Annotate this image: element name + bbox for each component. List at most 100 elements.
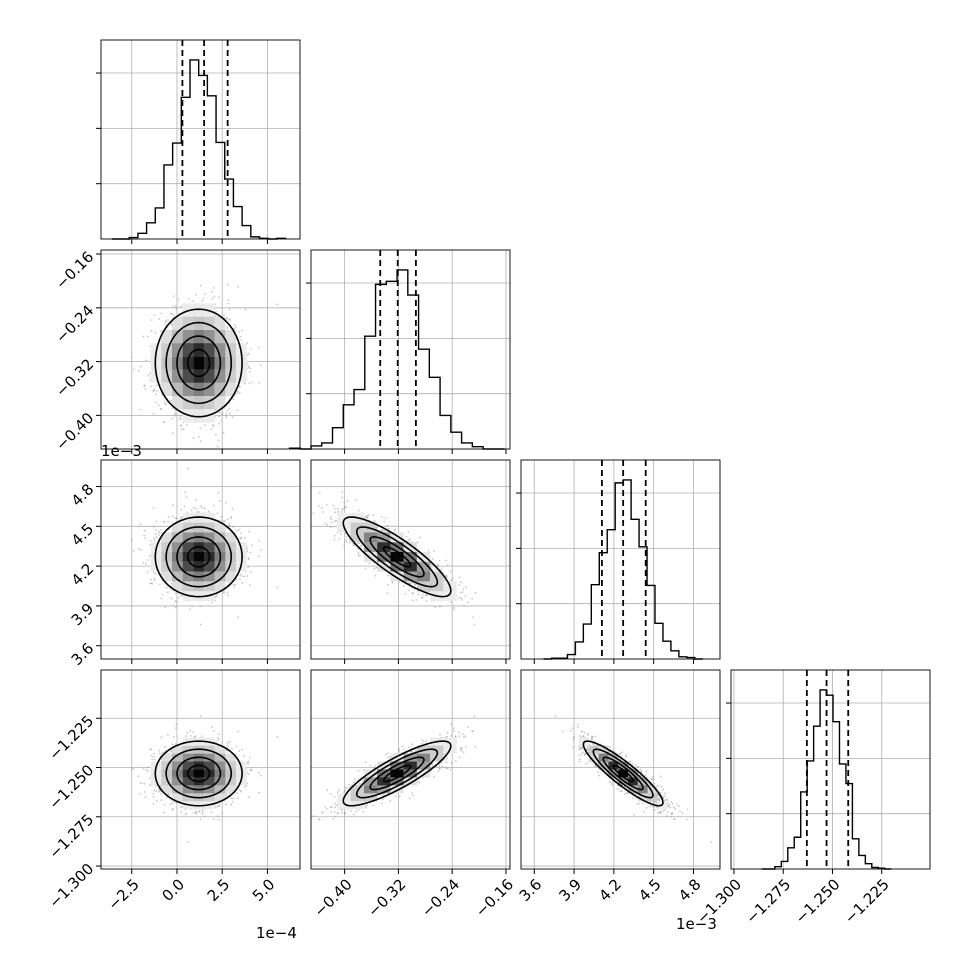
scatter-point-r2-c1-224 <box>417 593 420 596</box>
scatter-point-r2-c0-1242 <box>239 578 241 581</box>
scatter-point-r2-c1-1403 <box>341 496 343 499</box>
scatter-point-r1-c0-989 <box>248 382 251 385</box>
scatter-point-r1-c0-635 <box>191 300 194 302</box>
scatter-point-r1-c0-1415 <box>243 382 246 385</box>
scatter-point-r1-c0-1255 <box>199 427 202 430</box>
scatter-point-r1-c0-1058 <box>188 298 191 300</box>
scatter-point-r2-c1-1372 <box>439 605 442 608</box>
scatter-point-r2-c0-206 <box>223 592 225 594</box>
scatter-point-r2-c1-299 <box>355 498 358 501</box>
scatter-point-r2-c1-1432 <box>342 507 345 510</box>
scatter-point-r1-c0-831 <box>225 413 228 415</box>
scatter-point-r2-c0-1422 <box>237 616 240 619</box>
scatter-point-r2-c1-966 <box>341 491 344 494</box>
scatter-point-r2-c1-746 <box>467 601 470 604</box>
scatter-point-r2-c1-981 <box>387 574 390 577</box>
scatter-point-r2-c0-632 <box>147 571 149 574</box>
density-block-r1-c0-5-7 <box>182 343 194 357</box>
density-block-r1-c0-3-7 <box>161 343 172 357</box>
scatter-point-r2-c1-139 <box>422 594 425 596</box>
scatter-point-r2-c0-746 <box>210 601 213 604</box>
scatter-point-r2-c1-1248 <box>384 530 387 533</box>
density-block-r1-c0-5-8 <box>182 329 194 344</box>
scatter-point-r1-c0-414 <box>142 335 145 338</box>
scatter-point-r3-c0-191 <box>217 818 220 821</box>
scatter-point-r2-c0-658 <box>174 606 177 609</box>
scatter-point-r2-c1-864 <box>332 504 335 507</box>
scatter-point-r1-c0-1182 <box>164 321 167 324</box>
scatter-point-r2-c0-989 <box>248 530 251 533</box>
scatter-point-r2-c1-997 <box>372 520 375 523</box>
scatter-point-r1-c0-864 <box>212 425 215 428</box>
scatter-point-r1-c0-668 <box>202 297 205 300</box>
scatter-point-r2-c1-1232 <box>440 568 443 571</box>
scatter-point-r2-c0-629 <box>171 515 174 518</box>
density-block-r1-c0-9-5 <box>225 369 237 383</box>
scatter-point-r2-c0-1415 <box>243 537 246 540</box>
scatter-point-r2-c0-120 <box>143 529 146 532</box>
scatter-point-r2-c1-300 <box>368 562 371 565</box>
scatter-point-r2-c0-327 <box>152 571 155 574</box>
scatter-point-r2-c1-81 <box>434 569 437 571</box>
scatter-point-r2-c1-752 <box>415 599 418 601</box>
scatter-point-r1-c0-447 <box>144 388 147 390</box>
scatter-point-r2-c1-1210 <box>348 538 351 541</box>
scatter-point-r2-c1-820 <box>330 518 332 521</box>
scatter-point-r2-c0-276 <box>243 575 246 578</box>
scatter-point-r1-c0-1338 <box>204 293 206 296</box>
scatter-point-r1-c0-284 <box>226 409 229 412</box>
scatter-point-r1-c0-1040 <box>160 408 163 411</box>
scatter-point-r3-c0-193 <box>195 735 197 738</box>
scatter-point-r2-c0-224 <box>161 593 164 596</box>
scatter-point-r2-c0-902 <box>228 522 231 525</box>
density-block-r1-c0-4-8 <box>171 329 183 344</box>
scatter-point-r2-c0-969 <box>224 501 227 504</box>
scatter-point-r2-c1-1352 <box>360 544 363 547</box>
scatter-point-r2-c0-653 <box>195 507 198 510</box>
scatter-point-r1-c0-852 <box>211 297 214 300</box>
scatter-point-r2-c0-627 <box>157 530 160 533</box>
scatter-point-r1-c0-743 <box>218 422 220 425</box>
scatter-point-r2-c1-272 <box>345 536 348 538</box>
scatter-point-r1-c0-1078 <box>220 420 223 422</box>
scatter-point-r2-c1-504 <box>375 566 378 569</box>
scatter-point-r2-c0-787 <box>240 575 243 577</box>
scatter-point-r2-c0-1014 <box>228 524 231 527</box>
scatter-point-r2-c0-1272 <box>246 575 249 577</box>
scatter-point-r1-c0-490 <box>137 369 140 372</box>
scatter-point-r1-c0-1299 <box>180 305 183 308</box>
scatter-point-r2-c0-748 <box>236 529 239 532</box>
scatter-point-r2-c1-1290 <box>438 559 441 562</box>
panel-frame-r1-c1 <box>310 249 511 450</box>
scatter-point-r1-c0-129 <box>227 299 230 302</box>
scatter-point-r1-c0-1157 <box>276 303 279 306</box>
scatter-point-r1-c0-839 <box>239 335 242 338</box>
density-block-r1-c0-3-5 <box>161 369 172 383</box>
scatter-point-r2-c0-283 <box>152 506 155 509</box>
scatter-point-r2-c0-187 <box>216 594 218 596</box>
scatter-point-r1-c0-2 <box>226 327 229 330</box>
scatter-point-r2-c0-1029 <box>240 532 243 535</box>
scatter-point-r1-c0-1470 <box>226 318 229 320</box>
scatter-point-r2-c1-48 <box>386 592 389 595</box>
scatter-point-r2-c1-922 <box>424 594 427 597</box>
density-block-r1-c0-8-5 <box>214 369 226 383</box>
scatter-point-r1-c0-765 <box>260 364 262 367</box>
scatter-point-r2-c0-414 <box>142 561 145 564</box>
scatter-point-r1-c0-1350 <box>249 348 252 350</box>
scatter-point-r2-c1-675 <box>446 563 449 566</box>
scatter-point-r2-c1-598 <box>333 507 336 510</box>
scatter-point-r2-c1-994 <box>318 504 320 507</box>
scatter-point-r2-c1-495 <box>402 584 405 587</box>
scatter-point-r1-c0-213 <box>148 372 151 375</box>
scatter-point-r1-c0-206 <box>223 314 225 316</box>
density-block-r2-c1-6-6 <box>390 551 404 562</box>
scatter-point-r2-c1-536 <box>425 600 428 602</box>
density-block-r1-c0-8-7 <box>214 343 226 357</box>
scatter-point-r1-c0-747 <box>228 402 231 405</box>
density-block-r2-c0-7-7 <box>204 542 215 552</box>
scatter-point-r1-c0-1422 <box>237 285 240 288</box>
scatter-point-r2-c1-831 <box>345 539 347 541</box>
scatter-point-r1-c0-1055 <box>186 424 188 426</box>
scatter-point-r2-c0-864 <box>212 504 215 507</box>
